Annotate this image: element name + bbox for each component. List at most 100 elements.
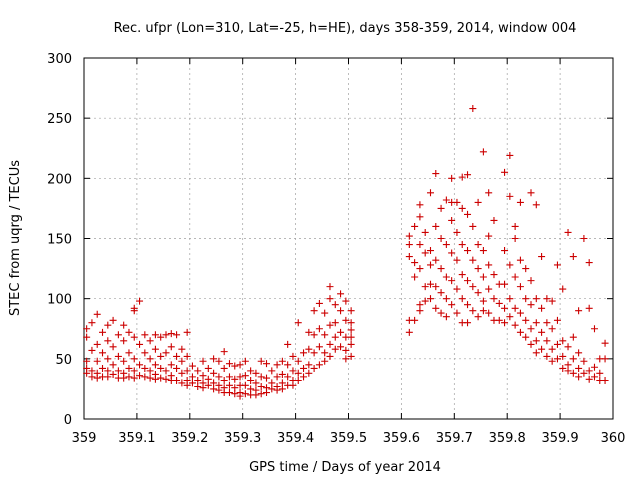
data-point [601,339,609,347]
data-point [337,328,345,336]
data-point [580,357,588,365]
data-point [543,337,551,345]
data-point [141,364,149,372]
data-point [543,352,551,360]
data-point [347,307,355,315]
data-point [315,325,323,333]
data-point [183,328,191,336]
data-point [347,340,355,348]
data-point [485,285,493,293]
data-point [263,389,271,397]
data-point [490,295,498,303]
data-point [278,385,286,393]
data-point [331,319,339,327]
data-point [278,357,286,365]
data-point [437,235,445,242]
data-point [263,374,271,382]
data-point [231,375,239,383]
data-point [458,204,466,212]
data-point [104,321,112,329]
data-point [516,283,524,291]
data-point [585,304,593,312]
data-point [469,283,477,291]
data-point [114,367,122,375]
data-point [109,361,117,369]
data-point [548,325,556,333]
data-point [278,370,286,378]
data-point [532,349,540,357]
data-point [405,232,413,240]
data-point [569,369,577,377]
data-point [146,355,154,363]
x-tick-label: 359.4 [277,431,314,446]
data-point [527,189,535,197]
data-point [120,357,128,365]
data-point [501,280,509,288]
data-point [347,326,355,334]
data-point [580,369,588,377]
y-tick-label: 50 [55,353,72,368]
data-point [326,321,334,329]
data-point [310,349,318,357]
x-tick-label: 359 [72,431,97,446]
chart-title: Rec. ufpr (Lon=310, Lat=-25, h=HE), days… [114,21,577,36]
data-point [442,313,450,321]
data-point [204,375,212,383]
data-point [321,357,329,365]
data-point [548,297,556,305]
data-point [411,222,419,230]
data-point [310,331,318,339]
data-point [432,170,440,178]
data-point [511,304,519,312]
data-point [194,376,202,384]
data-point [130,307,138,315]
data-point [210,369,218,377]
data-point [501,319,509,327]
data-point [151,345,159,353]
data-point [575,307,583,315]
data-point [479,273,487,281]
data-point [151,375,159,383]
x-tick-label: 359.6 [383,431,420,446]
data-point [173,331,181,339]
data-point [104,367,112,375]
data-point [114,331,122,339]
data-point [146,337,154,345]
data-point [448,174,456,182]
data-point [469,307,477,315]
data-point [405,241,413,249]
data-point [109,343,117,351]
data-point [485,232,493,240]
data-point [506,151,514,159]
data-point [151,361,159,369]
data-point [511,321,519,329]
data-point [141,331,149,339]
data-point [247,376,255,384]
data-point [516,198,524,206]
data-point [453,198,461,206]
data-point [522,295,530,303]
data-point [88,367,96,375]
data-point [315,361,323,369]
data-point [453,228,461,236]
data-point [188,373,196,381]
data-point [331,333,339,341]
data-point [93,374,101,382]
data-point [268,379,276,387]
data-point [157,364,165,372]
data-point [501,304,509,312]
data-point [257,357,265,365]
data-point [337,343,345,351]
data-point [109,370,117,378]
data-point [252,379,260,387]
data-point [426,295,434,303]
data-point [194,367,202,375]
data-point [548,357,556,365]
data-point [469,222,477,230]
data-point [506,261,514,269]
data-point [522,265,530,273]
data-point [83,333,91,341]
data-point [236,373,244,381]
data-point [284,373,292,381]
data-point [559,285,567,293]
